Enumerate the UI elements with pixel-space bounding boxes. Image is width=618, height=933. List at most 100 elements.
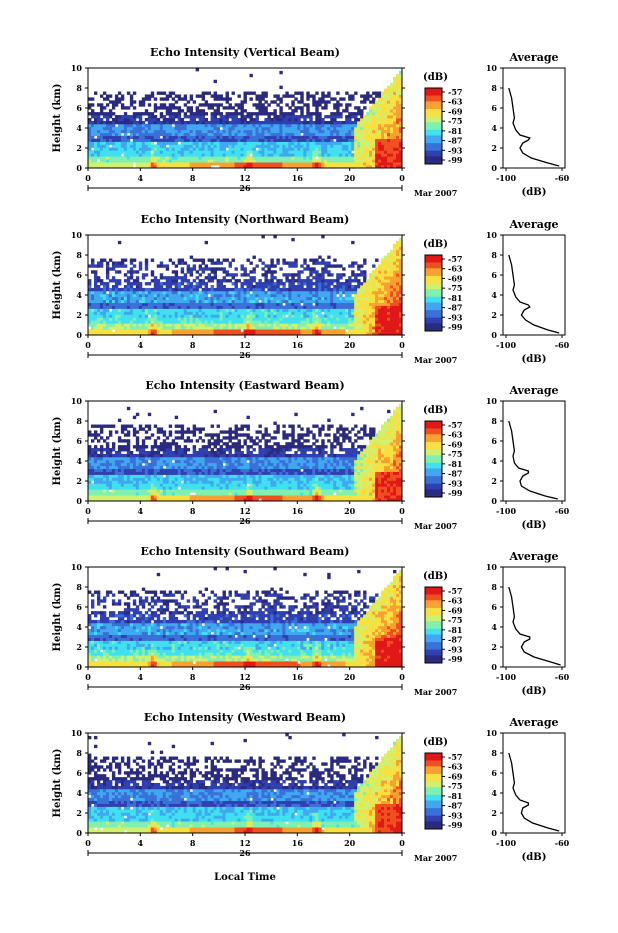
heatmap-cell — [366, 303, 369, 306]
heatmap-cell — [196, 156, 199, 159]
heatmap-cell — [94, 454, 97, 457]
heatmap-cell — [160, 276, 163, 279]
heatmap-cell — [306, 139, 309, 142]
heatmap-cell — [166, 300, 169, 303]
heatmap-cell — [235, 112, 238, 115]
heatmap-cell — [217, 288, 220, 291]
heatmap-cell — [285, 329, 288, 332]
heatmap-cell — [321, 267, 324, 270]
heatmap-cell — [151, 159, 154, 162]
heatmap-cell — [366, 326, 369, 329]
heatmap-cell — [94, 153, 97, 156]
heatmap-cell — [366, 300, 369, 303]
heatmap-cell — [306, 317, 309, 320]
heatmap-cell — [396, 100, 399, 103]
heatmap-cell — [115, 279, 118, 282]
heatmap-cell — [342, 273, 345, 276]
heatmap-cell — [100, 469, 103, 472]
heatmap-cell — [255, 282, 258, 285]
heatmap-cell — [324, 115, 327, 118]
heatmap-cell — [384, 285, 387, 288]
heatmap-cell — [354, 92, 357, 95]
heatmap-cell — [348, 112, 351, 115]
heatmap-cell — [187, 106, 190, 109]
heatmap-cell — [136, 282, 139, 285]
heatmap-cell — [258, 303, 261, 306]
heatmap-cell — [297, 106, 300, 109]
heatmap-cell — [151, 297, 154, 300]
heatmap-cell — [396, 103, 399, 106]
heatmap-cell — [169, 124, 172, 127]
heatmap-cell — [205, 139, 208, 142]
heatmap-cell — [241, 156, 244, 159]
heatmap-cell — [369, 303, 372, 306]
heatmap-cell — [381, 311, 384, 314]
heatmap-cell — [357, 267, 360, 270]
heatmap-cell — [247, 300, 250, 303]
heatmap-cell — [109, 463, 112, 466]
heatmap-cell — [235, 139, 238, 142]
heatmap-cell — [94, 150, 97, 153]
heatmap-cell — [369, 127, 372, 130]
heatmap-cell — [369, 106, 372, 109]
heatmap-cell — [264, 264, 267, 267]
heatmap-cell — [306, 133, 309, 136]
heatmap-cell — [151, 133, 154, 136]
heatmap-cell — [264, 100, 267, 103]
heatmap-cell — [160, 144, 163, 147]
heatmap-cell — [270, 282, 273, 285]
heatmap-cell — [100, 436, 103, 439]
heatmap-cell — [345, 109, 348, 112]
heatmap-cell — [148, 294, 151, 297]
heatmap-cell — [199, 291, 202, 294]
colorbar-segment — [425, 141, 442, 143]
heatmap-cell — [226, 112, 229, 115]
heatmap-cell — [327, 261, 330, 264]
heatmap-cell — [145, 323, 148, 326]
heatmap-cell — [100, 156, 103, 159]
heatmap-cell — [190, 127, 193, 130]
y-axis-label: Height (km) — [52, 84, 63, 153]
heatmap-cell — [241, 147, 244, 150]
heatmap-cell — [220, 159, 223, 162]
heatmap-cell — [247, 150, 250, 153]
heatmap-cell — [279, 326, 282, 329]
heatmap-cell — [235, 309, 238, 312]
heatmap-cell — [318, 317, 321, 320]
heatmap-cell — [97, 285, 100, 288]
heatmap-cell — [133, 300, 136, 303]
heatmap-cell — [354, 106, 357, 109]
heatmap-cell — [109, 156, 112, 159]
heatmap-cell — [336, 303, 339, 306]
heatmap-cell — [336, 309, 339, 312]
heatmap-cell — [100, 106, 103, 109]
heatmap-cell — [184, 130, 187, 133]
heatmap-cell — [172, 156, 175, 159]
heatmap-cell — [196, 109, 199, 112]
heatmap-cell — [208, 139, 211, 142]
heatmap-cell — [229, 97, 232, 100]
heatmap-cell — [288, 306, 291, 309]
heatmap-cell — [100, 486, 103, 489]
heatmap-cell — [279, 156, 282, 159]
heatmap-cell — [303, 311, 306, 314]
heatmap-cell — [94, 483, 97, 486]
heatmap-cell — [366, 92, 369, 95]
heatmap-cell — [160, 264, 163, 267]
heatmap-cell — [390, 320, 393, 323]
heatmap-cell — [130, 115, 133, 118]
heatmap-cell — [390, 306, 393, 309]
heatmap-cell — [214, 303, 217, 306]
heatmap-cell — [157, 127, 160, 130]
heatmap-cell — [88, 294, 91, 297]
heatmap-cell — [241, 300, 244, 303]
profile-title: Average — [508, 51, 558, 64]
heatmap-cell — [223, 320, 226, 323]
panel-1: Echo Intensity (Vertical Beam)0246810Hei… — [52, 46, 570, 198]
heatmap-cell — [306, 136, 309, 139]
heatmap-cell — [360, 329, 363, 332]
heatmap-cell — [381, 106, 384, 109]
heatmap-cell — [264, 311, 267, 314]
heatmap-cell — [154, 133, 157, 136]
heatmap-cell — [258, 109, 261, 112]
